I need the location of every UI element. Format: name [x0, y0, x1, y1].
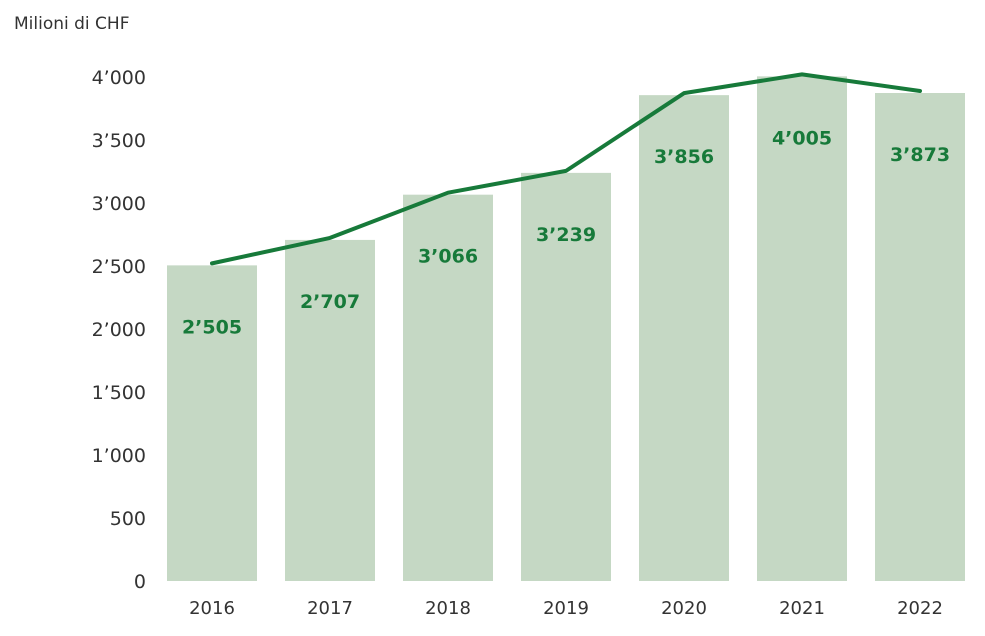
x-tick-label: 2016: [189, 598, 235, 619]
data-label: 3’873: [890, 144, 950, 166]
x-tick-label: 2020: [661, 598, 707, 619]
bar: [403, 194, 493, 581]
data-label: 2’707: [300, 291, 360, 313]
y-tick-label: 1’500: [92, 382, 146, 404]
data-label: 3’066: [418, 246, 478, 268]
y-tick-label: 0: [134, 571, 146, 593]
bar: [875, 93, 965, 581]
y-tick-label: 2’500: [92, 256, 146, 278]
y-tick-label: 500: [110, 508, 146, 530]
bar: [521, 172, 611, 582]
unit-label: Milioni di CHF: [14, 14, 130, 34]
bar: [167, 265, 257, 581]
trend-line: [210, 72, 922, 266]
x-axis: 2016 2017 2018 2019 2020 2021 2022: [189, 598, 943, 619]
y-tick-label: 3’000: [92, 193, 146, 215]
x-tick-label: 2022: [897, 598, 943, 619]
data-label: 3’856: [654, 146, 714, 168]
y-tick-label: 1’000: [92, 445, 146, 467]
x-tick-label: 2019: [543, 598, 589, 619]
bar: [285, 239, 375, 581]
x-tick-label: 2017: [307, 598, 353, 619]
data-labels: 2’505 2’707 3’066 3’239 3’856 4’005 3’873: [182, 127, 950, 338]
y-tick-label: 4’000: [92, 67, 146, 89]
bar: [757, 76, 847, 582]
y-tick-label: 2’000: [92, 319, 146, 341]
data-label: 4’005: [772, 127, 832, 149]
x-tick-label: 2018: [425, 598, 471, 619]
data-label: 2’505: [182, 316, 242, 338]
bars: [167, 76, 965, 582]
y-tick-label: 3’500: [92, 130, 146, 152]
series-line: [210, 72, 922, 266]
x-tick-label: 2021: [779, 598, 825, 619]
y-axis: 0 500 1’000 1’500 2’000 2’500 3’000 3’500 4’000: [92, 67, 146, 593]
data-label: 3’239: [536, 224, 596, 246]
bar: [639, 95, 729, 582]
